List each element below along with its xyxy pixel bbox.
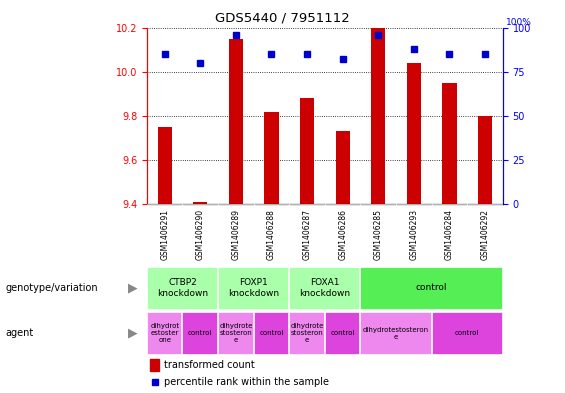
Bar — [218, 312, 253, 354]
Text: dihydrot
estoster
one: dihydrot estoster one — [150, 323, 179, 343]
Text: control: control — [259, 330, 284, 336]
Bar — [478, 116, 492, 204]
Bar — [218, 204, 254, 265]
Bar — [300, 98, 314, 204]
Text: agent: agent — [6, 328, 34, 338]
Bar — [432, 204, 467, 265]
Text: GSM1406285: GSM1406285 — [374, 209, 383, 260]
Bar — [229, 39, 243, 204]
Text: FOXA1
knockdown: FOXA1 knockdown — [299, 278, 350, 298]
Bar — [360, 266, 502, 309]
Bar — [289, 312, 324, 354]
Text: GSM1406293: GSM1406293 — [410, 209, 418, 261]
Bar — [336, 131, 350, 204]
Text: 100%: 100% — [506, 18, 532, 27]
Bar — [289, 266, 359, 309]
Bar — [193, 202, 207, 204]
Bar — [254, 312, 288, 354]
Text: CTBP2
knockdown: CTBP2 knockdown — [157, 278, 208, 298]
Text: GSM1406288: GSM1406288 — [267, 209, 276, 260]
Text: control: control — [331, 330, 355, 336]
Bar — [254, 204, 289, 265]
Bar — [218, 266, 288, 309]
Bar — [182, 312, 217, 354]
Bar — [158, 127, 172, 204]
Text: dihydrote
stosteron
e: dihydrote stosteron e — [290, 323, 324, 343]
Bar — [396, 204, 432, 265]
Bar — [325, 312, 359, 354]
Bar — [147, 312, 181, 354]
Bar — [182, 204, 218, 265]
Text: GSM1406290: GSM1406290 — [196, 209, 205, 261]
Bar — [442, 83, 457, 204]
Bar — [360, 204, 396, 265]
Bar — [360, 312, 431, 354]
Bar — [407, 63, 421, 204]
Text: GSM1406289: GSM1406289 — [232, 209, 240, 260]
Text: GDS5440 / 7951112: GDS5440 / 7951112 — [215, 12, 350, 25]
Bar — [432, 312, 502, 354]
Bar — [371, 28, 385, 204]
Text: GSM1406287: GSM1406287 — [303, 209, 311, 260]
Text: control: control — [455, 330, 480, 336]
Text: control: control — [188, 330, 212, 336]
Text: dihydrotestosteron
e: dihydrotestosteron e — [363, 327, 429, 340]
Bar — [467, 204, 503, 265]
Bar — [264, 112, 279, 204]
Text: transformed count: transformed count — [164, 360, 255, 370]
Bar — [325, 204, 360, 265]
Text: GSM1406286: GSM1406286 — [338, 209, 347, 260]
Text: GSM1406284: GSM1406284 — [445, 209, 454, 260]
Text: FOXP1
knockdown: FOXP1 knockdown — [228, 278, 279, 298]
Text: percentile rank within the sample: percentile rank within the sample — [164, 377, 329, 387]
Text: dihydrote
stosteron
e: dihydrote stosteron e — [219, 323, 253, 343]
Text: control: control — [416, 283, 447, 292]
Text: GSM1406291: GSM1406291 — [160, 209, 169, 260]
Bar — [147, 204, 182, 265]
Bar — [150, 359, 159, 371]
Text: ▶: ▶ — [128, 327, 138, 340]
Text: genotype/variation: genotype/variation — [6, 283, 98, 293]
Bar — [289, 204, 325, 265]
Text: ▶: ▶ — [128, 281, 138, 294]
Text: GSM1406292: GSM1406292 — [481, 209, 489, 260]
Bar — [147, 266, 217, 309]
